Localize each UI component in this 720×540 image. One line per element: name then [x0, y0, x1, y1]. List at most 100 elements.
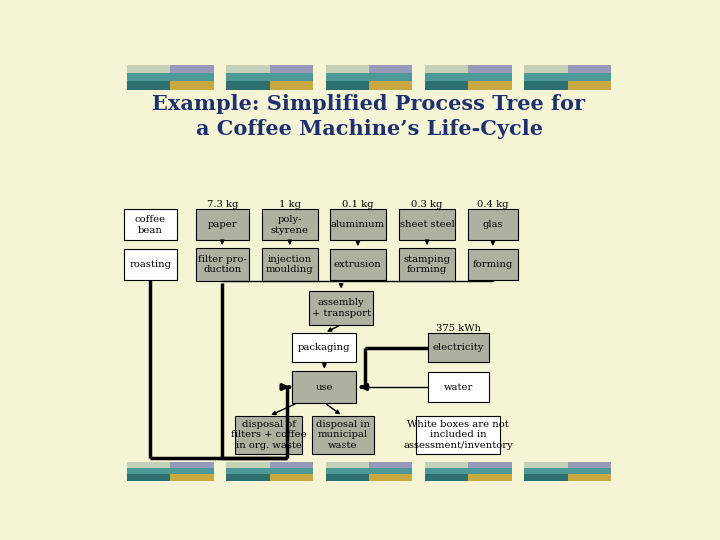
Bar	[127, 82, 171, 90]
Text: 375 kWh: 375 kWh	[436, 325, 481, 333]
Text: sheet steel: sheet steel	[400, 220, 454, 230]
Bar	[425, 73, 468, 82]
Bar	[226, 468, 270, 474]
Bar	[425, 468, 468, 474]
Text: injection
moulding: injection moulding	[266, 255, 314, 274]
Bar	[425, 474, 468, 481]
Bar	[235, 416, 302, 454]
Bar	[369, 474, 413, 481]
Bar	[171, 82, 214, 90]
Bar	[226, 82, 270, 90]
Text: coffee
bean: coffee bean	[135, 215, 166, 234]
Bar	[468, 474, 512, 481]
Bar	[262, 210, 318, 240]
Bar	[309, 292, 373, 325]
Bar	[425, 82, 468, 90]
Bar	[171, 468, 214, 474]
Text: paper: paper	[207, 220, 237, 230]
Text: 0.1 kg: 0.1 kg	[342, 200, 374, 208]
Bar	[325, 474, 369, 481]
Bar	[226, 474, 270, 481]
Bar	[292, 372, 356, 403]
Text: 1 kg: 1 kg	[279, 200, 301, 208]
Text: disposal of
filters + coffee
in org. waste: disposal of filters + coffee in org. was…	[230, 420, 307, 450]
Bar	[425, 462, 468, 468]
Bar	[325, 65, 369, 73]
Bar	[127, 468, 171, 474]
Bar	[416, 416, 500, 454]
Bar	[524, 462, 567, 468]
Bar	[524, 82, 567, 90]
Bar	[226, 462, 270, 468]
Text: poly-
styrene: poly- styrene	[271, 215, 309, 234]
Bar	[127, 65, 171, 73]
Bar	[196, 248, 248, 281]
Text: filter pro-
duction: filter pro- duction	[198, 255, 247, 274]
Text: assembly
+ transport: assembly + transport	[312, 298, 371, 318]
Bar	[524, 468, 567, 474]
Bar	[124, 210, 177, 240]
Bar	[425, 65, 468, 73]
Bar	[567, 462, 611, 468]
Text: 0.4 kg: 0.4 kg	[477, 200, 508, 208]
Bar	[270, 474, 313, 481]
Text: electricity: electricity	[433, 343, 484, 352]
Bar	[567, 82, 611, 90]
Bar	[330, 249, 386, 280]
Bar	[524, 73, 567, 82]
Bar	[171, 65, 214, 73]
Bar	[270, 73, 313, 82]
Bar	[171, 474, 214, 481]
Bar	[127, 474, 171, 481]
Text: 0.3 kg: 0.3 kg	[411, 200, 443, 208]
Bar	[468, 82, 512, 90]
Bar	[428, 333, 489, 362]
Bar	[270, 82, 313, 90]
Bar	[369, 468, 413, 474]
Bar	[428, 373, 489, 402]
Bar	[270, 462, 313, 468]
Bar	[399, 210, 455, 240]
Text: aluminium: aluminium	[330, 220, 385, 230]
Bar	[325, 73, 369, 82]
Bar	[567, 468, 611, 474]
Bar	[270, 65, 313, 73]
Bar	[292, 333, 356, 362]
Bar	[524, 65, 567, 73]
Bar	[262, 248, 318, 281]
Bar	[270, 468, 313, 474]
Bar	[468, 249, 518, 280]
Text: water: water	[444, 382, 473, 392]
Bar	[468, 462, 512, 468]
Bar	[325, 82, 369, 90]
Text: 7.3 kg: 7.3 kg	[207, 200, 238, 208]
Text: Example: Simplified Process Tree for
a Coffee Machine’s Life-Cycle: Example: Simplified Process Tree for a C…	[153, 94, 585, 139]
Bar	[524, 474, 567, 481]
Bar	[226, 73, 270, 82]
Bar	[369, 73, 413, 82]
Bar	[127, 73, 171, 82]
Text: stamping
forming: stamping forming	[403, 255, 451, 274]
Text: roasting: roasting	[130, 260, 171, 269]
Bar	[171, 462, 214, 468]
Text: glas: glas	[482, 220, 503, 230]
Bar	[468, 73, 512, 82]
Bar	[124, 249, 177, 280]
Bar	[567, 474, 611, 481]
Text: White boxes are not
included in
assessment/inventory: White boxes are not included in assessme…	[403, 420, 513, 450]
Text: packaging: packaging	[298, 343, 351, 352]
Bar	[369, 462, 413, 468]
Bar	[468, 210, 518, 240]
Text: disposal in
municipal
waste: disposal in municipal waste	[316, 420, 370, 450]
Bar	[226, 65, 270, 73]
Bar	[567, 65, 611, 73]
Text: extrusion: extrusion	[334, 260, 382, 269]
Bar	[330, 210, 386, 240]
Bar	[468, 65, 512, 73]
Bar	[567, 73, 611, 82]
Bar	[399, 248, 455, 281]
Bar	[468, 468, 512, 474]
Bar	[312, 416, 374, 454]
Bar	[196, 210, 248, 240]
Text: use: use	[315, 382, 333, 392]
